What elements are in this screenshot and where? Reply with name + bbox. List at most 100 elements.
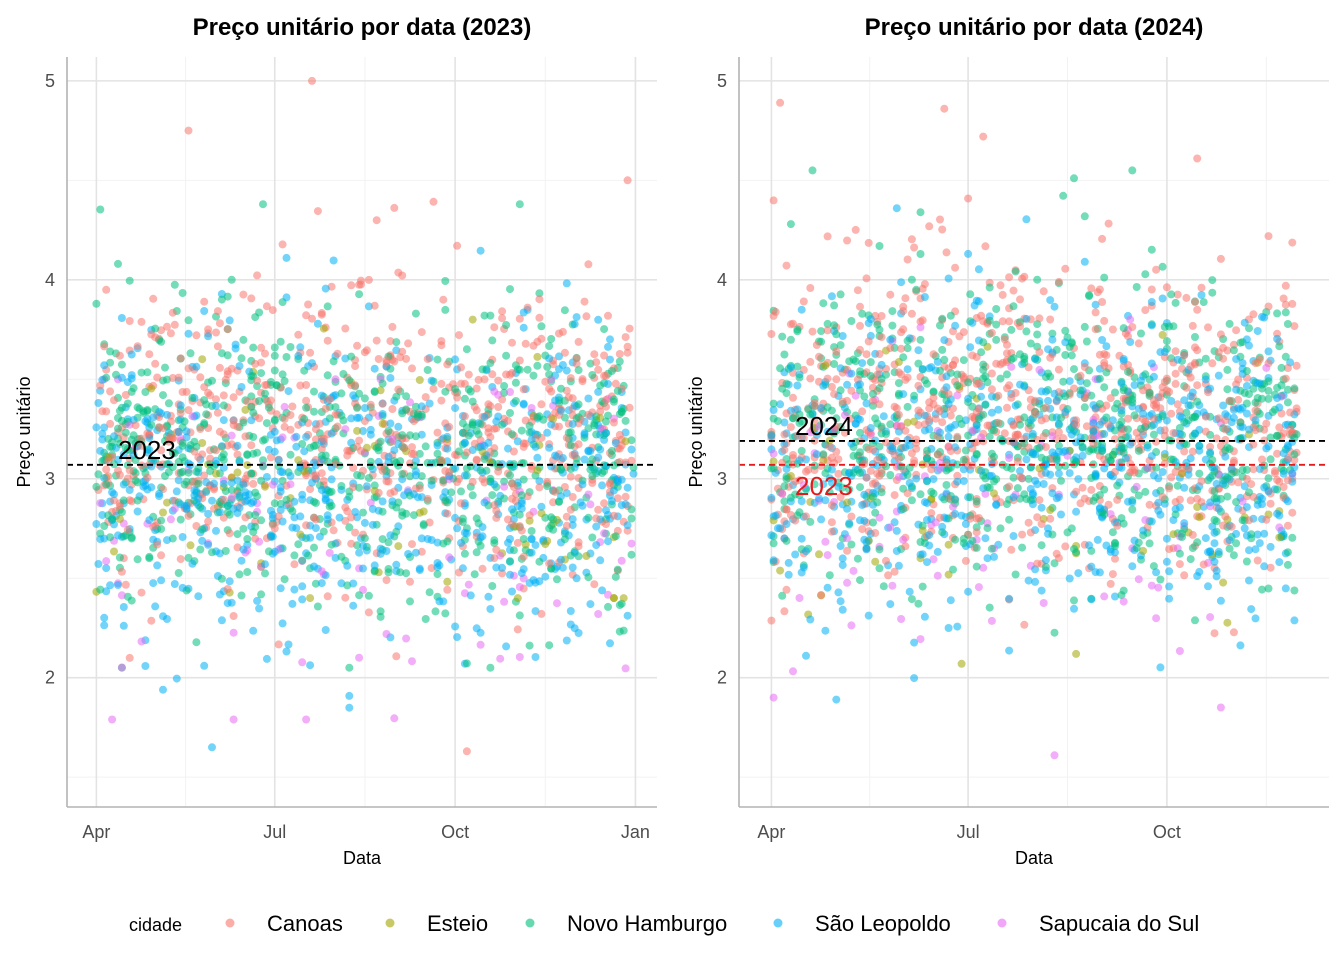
point-canoas xyxy=(903,489,912,498)
point-canoas xyxy=(925,404,934,413)
point-s-o-leopoldo xyxy=(1167,397,1176,405)
point-sapucaia-do-sul xyxy=(229,715,238,724)
point-canoas xyxy=(443,585,452,594)
point-s-o-leopoldo xyxy=(386,419,395,428)
point-novo-hamburgo xyxy=(566,428,575,437)
point-canoas xyxy=(972,438,981,447)
point-s-o-leopoldo xyxy=(1054,419,1063,428)
point-novo-hamburgo xyxy=(987,544,996,553)
point-novo-hamburgo xyxy=(123,399,132,408)
point-sapucaia-do-sul xyxy=(799,481,808,490)
point-novo-hamburgo xyxy=(923,454,931,463)
point-s-o-leopoldo xyxy=(1128,498,1137,507)
point-canoas xyxy=(987,328,996,337)
point-s-o-leopoldo xyxy=(290,585,299,594)
point-canoas xyxy=(1193,381,1202,390)
point-novo-hamburgo xyxy=(425,588,434,597)
point-esteio xyxy=(1160,453,1169,462)
point-s-o-leopoldo xyxy=(194,494,203,503)
point-canoas xyxy=(286,425,295,434)
point-canoas xyxy=(940,104,949,113)
point-s-o-leopoldo xyxy=(1162,534,1171,543)
point-canoas xyxy=(623,342,632,351)
point-novo-hamburgo xyxy=(319,527,328,536)
point-s-o-leopoldo xyxy=(525,579,534,587)
point-s-o-leopoldo xyxy=(364,302,373,311)
point-s-o-leopoldo xyxy=(172,487,181,496)
point-canoas xyxy=(472,456,481,465)
point-canoas xyxy=(223,585,232,593)
point-s-o-leopoldo xyxy=(847,369,856,378)
point-sapucaia-do-sul xyxy=(894,473,903,481)
point-canoas xyxy=(174,373,183,382)
point-novo-hamburgo xyxy=(176,468,185,477)
point-canoas xyxy=(780,445,789,454)
point-s-o-leopoldo xyxy=(1206,547,1215,556)
point-novo-hamburgo xyxy=(176,515,185,524)
point-canoas xyxy=(1193,305,1202,314)
point-s-o-leopoldo xyxy=(856,380,864,389)
point-s-o-leopoldo xyxy=(145,445,154,454)
point-canoas xyxy=(455,568,463,577)
point-novo-hamburgo xyxy=(808,166,817,175)
point-canoas xyxy=(1024,518,1033,527)
point-canoas xyxy=(515,522,524,531)
point-novo-hamburgo xyxy=(280,575,289,584)
point-s-o-leopoldo xyxy=(1242,409,1251,418)
point-s-o-leopoldo xyxy=(602,462,610,471)
point-canoas xyxy=(769,196,778,205)
point-canoas xyxy=(266,453,275,462)
point-s-o-leopoldo xyxy=(517,504,526,513)
point-s-o-leopoldo xyxy=(415,566,424,575)
point-novo-hamburgo xyxy=(1236,338,1245,347)
point-sapucaia-do-sul xyxy=(388,435,397,444)
point-s-o-leopoldo xyxy=(1024,576,1033,585)
point-s-o-leopoldo xyxy=(1240,482,1249,491)
point-novo-hamburgo xyxy=(184,553,193,562)
point-novo-hamburgo xyxy=(239,335,248,344)
point-s-o-leopoldo xyxy=(1281,584,1290,593)
point-novo-hamburgo xyxy=(1266,433,1275,442)
point-canoas xyxy=(600,371,609,380)
point-canoas xyxy=(472,406,481,415)
point-canoas xyxy=(1005,317,1014,326)
point-novo-hamburgo xyxy=(421,442,430,451)
point-novo-hamburgo xyxy=(535,289,544,298)
point-novo-hamburgo xyxy=(886,471,895,479)
point-novo-hamburgo xyxy=(1245,324,1253,333)
point-canoas xyxy=(492,424,501,433)
point-canoas xyxy=(827,501,836,510)
point-s-o-leopoldo xyxy=(1048,489,1057,498)
point-canoas xyxy=(239,290,248,299)
point-sapucaia-do-sul xyxy=(527,404,536,412)
point-canoas xyxy=(1277,409,1286,418)
point-canoas xyxy=(938,225,947,234)
point-s-o-leopoldo xyxy=(594,387,603,396)
point-novo-hamburgo xyxy=(604,602,612,611)
point-s-o-leopoldo xyxy=(572,574,581,583)
point-canoas xyxy=(302,396,311,405)
point-s-o-leopoldo xyxy=(1242,382,1251,390)
point-sapucaia-do-sul xyxy=(843,578,852,587)
point-canoas xyxy=(382,477,391,486)
point-canoas xyxy=(153,373,162,382)
point-s-o-leopoldo xyxy=(378,410,387,418)
point-sapucaia-do-sul xyxy=(936,464,944,473)
point-s-o-leopoldo xyxy=(327,475,336,484)
point-s-o-leopoldo xyxy=(592,541,601,550)
point-novo-hamburgo xyxy=(611,532,620,541)
point-canoas xyxy=(806,357,815,366)
point-canoas xyxy=(1232,326,1241,335)
point-novo-hamburgo xyxy=(282,495,291,504)
point-sapucaia-do-sul xyxy=(584,490,593,499)
point-s-o-leopoldo xyxy=(178,583,187,592)
y-tick-label: 4 xyxy=(717,270,727,290)
point-s-o-leopoldo xyxy=(1074,569,1083,578)
point-novo-hamburgo xyxy=(873,320,882,329)
point-s-o-leopoldo xyxy=(987,392,996,401)
point-novo-hamburgo xyxy=(869,492,877,501)
point-canoas xyxy=(938,418,947,427)
point-s-o-leopoldo xyxy=(294,352,303,360)
point-novo-hamburgo xyxy=(1210,515,1219,524)
point-novo-hamburgo xyxy=(411,432,420,441)
